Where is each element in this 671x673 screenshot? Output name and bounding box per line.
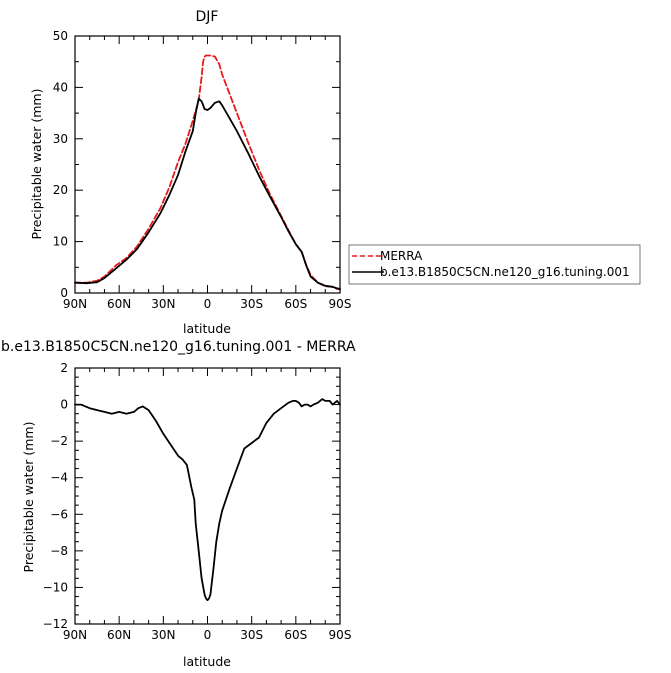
top-chart-x-tick-label: 90S: [329, 297, 352, 311]
bottom-chart-x-tick-label: 90S: [329, 628, 352, 642]
top-chart-y-tick-label: 50: [53, 29, 68, 43]
top-chart-series-b-e13-b1850c5cn-ne120-g16-tuning-001-line: [74, 97, 341, 290]
top-chart-y-axis-label: Precipitable water (mm): [29, 89, 44, 240]
top-chart-x-tick-label: 60S: [284, 297, 307, 311]
legend-label-model: b.e13.B1850C5CN.ne120_g16.tuning.001: [380, 265, 630, 279]
top-chart-x-axis-label: latitude: [183, 321, 231, 336]
legend: MERRA b.e13.B1850C5CN.ne120_g16.tuning.0…: [348, 244, 641, 285]
top-chart-title: DJF: [196, 9, 219, 25]
top-chart-x-tick-label: 0: [204, 297, 212, 311]
top-chart-x-tick-label: 90N: [63, 297, 87, 311]
bottom-chart-x-tick-label: 30S: [240, 628, 263, 642]
top-chart-x-tick-label: 30S: [240, 297, 263, 311]
bottom-chart-y-tick-label: −4: [50, 471, 68, 485]
top-chart: DJF Precipitable water (mm) latitude 90N…: [29, 9, 351, 336]
bottom-chart-x-tick-label: 90N: [63, 628, 87, 642]
bottom-chart-series-difference-line: [74, 398, 341, 602]
bottom-chart-frame: [74, 367, 341, 625]
bottom-chart-y-axis-label: Precipitable water (mm): [21, 422, 36, 573]
top-chart-x-tick-label: 30N: [151, 297, 175, 311]
bottom-chart: b.e13.B1850C5CN.ne120_g16.tuning.001 - M…: [1, 339, 356, 669]
top-chart-frame: [74, 35, 341, 294]
bottom-chart-y-tick-label: −12: [43, 617, 68, 631]
bottom-chart-y-tick-label: −2: [50, 434, 68, 448]
top-chart-y-tick-label: 10: [53, 235, 68, 249]
bottom-chart-y-tick-label: −6: [50, 507, 68, 521]
bottom-chart-x-tick-label: 0: [204, 628, 212, 642]
legend-box: [348, 244, 641, 285]
bottom-chart-y-tick-label: −8: [50, 544, 68, 558]
bottom-chart-y-tick-label: 2: [60, 361, 68, 375]
top-chart-y-tick-label: 30: [53, 132, 68, 146]
top-chart-tick-labels: 90N 60N 30N 0 30S 60S 90S 0 10 20 30 40 50: [53, 29, 352, 311]
bottom-chart-y-tick-label: 0: [60, 398, 68, 412]
top-chart-y-tick-label: 20: [53, 183, 68, 197]
top-chart-series: [74, 54, 341, 291]
top-chart-y-tick-label: 0: [60, 286, 68, 300]
legend-label-merra: MERRA: [380, 249, 423, 263]
top-chart-x-tick-label: 60N: [107, 297, 131, 311]
bottom-chart-x-tick-label: 30N: [151, 628, 175, 642]
bottom-chart-x-tick-label: 60N: [107, 628, 131, 642]
bottom-chart-tick-labels: 90N 60N 30N 0 30S 60S 90S 2 0 −2 −4 −6 −8 −10 −12: [43, 361, 352, 642]
bottom-chart-series: [74, 398, 341, 602]
bottom-chart-x-axis-label: latitude: [183, 654, 231, 669]
top-chart-y-tick-label: 40: [53, 80, 68, 94]
bottom-chart-title: b.e13.B1850C5CN.ne120_g16.tuning.001 - M…: [1, 339, 356, 355]
bottom-chart-x-tick-label: 60S: [284, 628, 307, 642]
bottom-chart-y-tick-label: −10: [43, 580, 68, 594]
